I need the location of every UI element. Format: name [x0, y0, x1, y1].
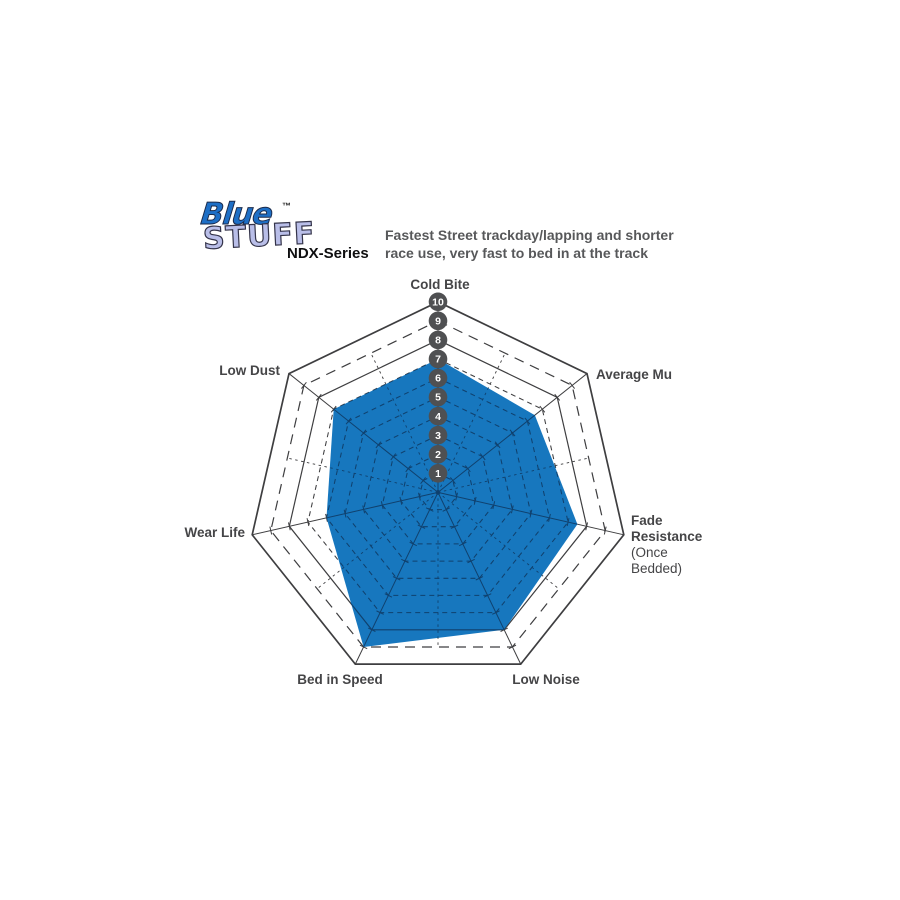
product-description: Fastest Street trackday/lapping and shor…: [385, 227, 674, 261]
scale-tick-circle: [428, 464, 448, 483]
scale-tick-circle: [428, 444, 448, 464]
axis-label-low-noise: Low Noise: [512, 672, 580, 687]
axis-label-average-mu: Average Mu: [596, 367, 673, 382]
scale-tick-label: 10: [432, 296, 444, 308]
axis-label-cold-bite: Cold Bite: [410, 277, 470, 292]
axis-label-fade-resistance: Fade Resistance (Once Bedded): [631, 513, 721, 577]
scale-tick-label: 5: [435, 392, 441, 404]
series-name: NDX-Series: [287, 245, 369, 262]
trademark-symbol: ™: [282, 201, 291, 211]
scale-tick-circle: [428, 368, 448, 388]
scale-tick-circle: [428, 425, 448, 445]
scale-tick-label: 9: [435, 315, 441, 327]
scale-tick-circle: [428, 292, 448, 312]
axis-label-bed-in-speed: Bed in Speed: [297, 672, 383, 687]
outer-ring: [251, 300, 625, 665]
axis-label-fade-sub: (Once Bedded): [631, 545, 683, 576]
scale-tick-circle: [428, 406, 448, 426]
scale-tick-label: 7: [435, 354, 441, 366]
scale-tick-label: 2: [435, 449, 441, 461]
scale-tick-label: 4: [435, 411, 441, 423]
axis-label-fade-main: Fade Resistance: [631, 513, 703, 544]
scale-tick-circle: [428, 387, 448, 407]
scale-tick-circle: [428, 311, 448, 331]
scale-tick-circle: [428, 349, 448, 369]
axis-label-wear-life: Wear Life: [184, 525, 245, 540]
scale-tick-label: 3: [435, 430, 441, 442]
axis-label-low-dust: Low Dust: [219, 363, 280, 378]
scale-tick-label: 1: [435, 468, 441, 480]
scale-tick-circle: [428, 330, 448, 350]
scale-ticks: 1 2 3 4 5 6 7 8 9 10: [428, 292, 448, 483]
scale-tick-label: 8: [435, 335, 441, 347]
scale-tick-label: 6: [435, 373, 441, 385]
